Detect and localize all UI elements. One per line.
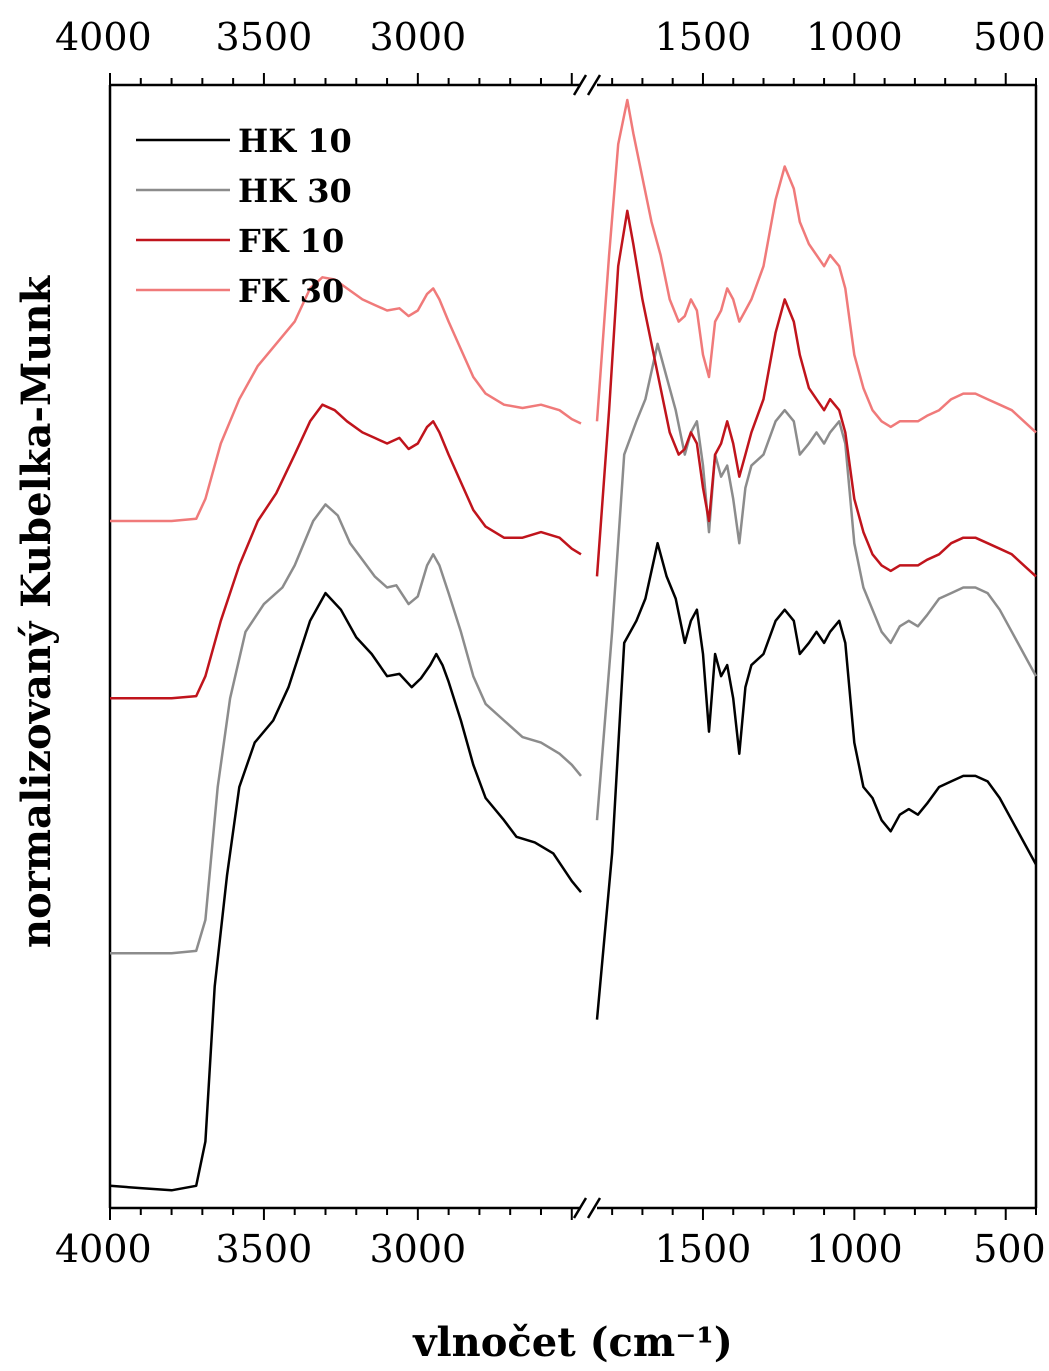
- x-tick-label-top: 3000: [369, 15, 466, 59]
- series-line-fk-10-left: [110, 403, 582, 700]
- axis-break-mark: [572, 1197, 588, 1219]
- legend-label: HK 10: [238, 122, 352, 160]
- x-tick-label-top: 1000: [806, 15, 903, 59]
- series-line-fk-30-left: [110, 276, 582, 523]
- x-axis-title: vlnočet (cm⁻¹): [412, 1319, 733, 1366]
- plot-area: [109, 98, 1038, 1192]
- x-tick-label-bottom: 1500: [655, 1227, 752, 1271]
- x-tick-label-top: 4000: [55, 15, 152, 59]
- series-line-hk-30-right: [595, 342, 1038, 821]
- x-tick-label-bottom: 500: [973, 1227, 1046, 1271]
- x-tick-label-top: 3500: [216, 15, 313, 59]
- series-line-fk-10-right: [595, 209, 1037, 578]
- series-line-hk-30-left: [110, 503, 582, 955]
- axis-break-mark: [572, 74, 588, 96]
- x-tick-label-top: 1500: [655, 15, 752, 59]
- x-tick-label-top: 500: [973, 15, 1046, 59]
- x-tick-label-bottom: 1000: [806, 1227, 903, 1271]
- legend-label: FK 10: [238, 222, 344, 260]
- legend: HK 10 HK 30 FK 10 FK 30: [136, 122, 352, 310]
- x-tick-label-bottom: 4000: [55, 1227, 152, 1271]
- y-axis-title: normalizovaný Kubelka-Munk: [13, 275, 60, 949]
- series-line-fk-30-right: [595, 98, 1037, 434]
- x-tick-label-bottom: 3500: [216, 1227, 313, 1271]
- series-line-hk-10-right: [595, 541, 1038, 1020]
- legend-label: HK 30: [238, 172, 352, 210]
- axes: 4000 4000 3500 3500 3000 3000 1500 1500 1000 1000…: [55, 15, 1046, 1271]
- series-line-hk-10-left: [109, 591, 582, 1192]
- axis-break-mark: [586, 1197, 602, 1219]
- legend-label: FK 30: [238, 272, 344, 310]
- x-tick-label-bottom: 3000: [369, 1227, 466, 1271]
- axis-break-mark: [586, 74, 602, 96]
